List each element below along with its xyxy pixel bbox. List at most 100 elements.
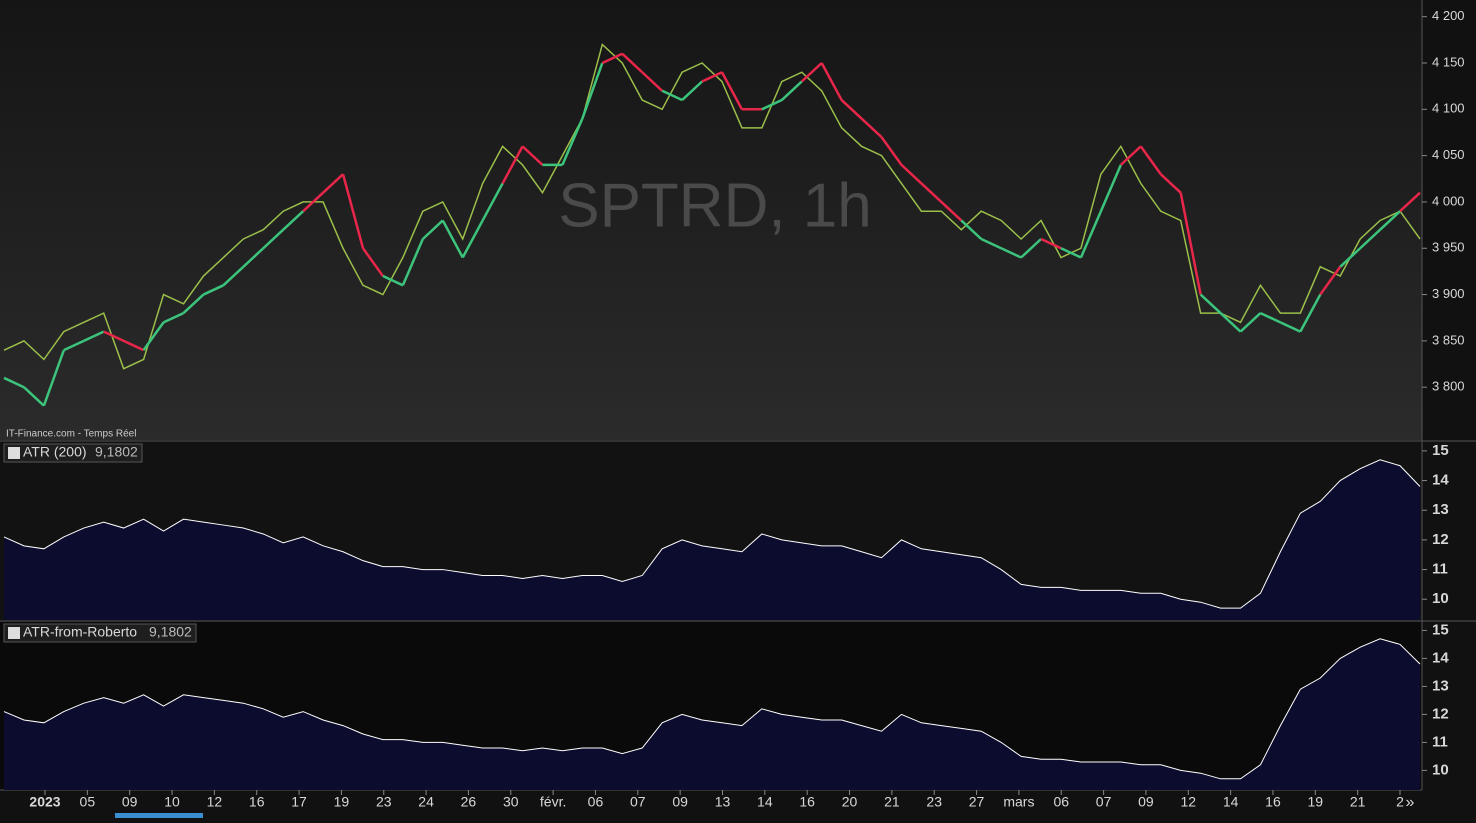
x-tick-label: 14 xyxy=(757,794,773,810)
x-tick-label: 06 xyxy=(1053,794,1069,810)
supertrend-segment xyxy=(1279,321,1301,333)
supertrend-segment xyxy=(1359,228,1381,250)
supertrend-segment xyxy=(322,173,344,194)
supertrend-segment xyxy=(262,228,285,250)
supertrend-segment xyxy=(481,182,504,222)
supertrend-segment xyxy=(761,98,783,111)
supertrend-segment xyxy=(880,136,903,166)
y-tick-label: 11 xyxy=(1432,733,1448,750)
atr-line xyxy=(3,638,1421,780)
x-tick-label: 24 xyxy=(418,794,434,810)
supertrend-segment xyxy=(641,71,663,92)
x-tick-label: 12 xyxy=(207,794,223,810)
x-tick-label: 14 xyxy=(1223,794,1239,810)
x-tick-label: 09 xyxy=(672,794,688,810)
supertrend-segment xyxy=(581,62,604,119)
x-tick-label: 09 xyxy=(122,794,138,810)
supertrend-segment xyxy=(1119,145,1142,166)
y-tick-label: 4 100 xyxy=(1432,101,1465,116)
legend-box xyxy=(3,623,197,643)
supertrend-segment xyxy=(900,163,923,185)
supertrend-segment xyxy=(401,238,424,286)
supertrend-segment xyxy=(980,237,1002,250)
supertrend-segment xyxy=(222,265,245,287)
supertrend-segment xyxy=(382,274,404,287)
legend-label: ATR (200) xyxy=(23,444,87,460)
supertrend-segment xyxy=(1079,210,1103,259)
y-tick-label: 11 xyxy=(1432,561,1448,578)
watermark: SPTRD, 1h xyxy=(558,171,872,240)
x-tick-label: 19 xyxy=(1308,794,1324,810)
x-tick-label: 16 xyxy=(1265,794,1281,810)
x-tick-label: 23 xyxy=(926,794,942,810)
x-tick-label: 12 xyxy=(1180,794,1196,810)
supertrend-segment xyxy=(441,219,464,259)
y-tick-label: 3 850 xyxy=(1432,332,1465,347)
x-tick-label: févr. xyxy=(540,794,566,810)
legend-swatch xyxy=(8,627,20,639)
supertrend-segment xyxy=(202,284,224,296)
x-tick-label: 2023 xyxy=(29,794,60,810)
x-tick-label: 05 xyxy=(80,794,96,810)
atr-area xyxy=(4,459,1420,620)
supertrend-segment xyxy=(960,219,983,240)
supertrend-segment xyxy=(242,247,265,268)
x-tick-label: 27 xyxy=(969,794,985,810)
supertrend-segment xyxy=(63,339,85,352)
x-tick-label: 09 xyxy=(1138,794,1154,810)
x-tick-label: 16 xyxy=(799,794,815,810)
legend-value: 9,1802 xyxy=(95,444,138,460)
supertrend-segment xyxy=(820,62,843,101)
supertrend-segment xyxy=(601,52,623,65)
supertrend-segment xyxy=(840,99,863,120)
supertrend-segment xyxy=(561,118,584,166)
supertrend-segment xyxy=(860,117,883,139)
supertrend-segment xyxy=(42,349,66,407)
supertrend-segment xyxy=(1139,145,1162,175)
supertrend-segment xyxy=(421,219,444,240)
supertrend-segment xyxy=(1199,293,1222,315)
supertrend-segment xyxy=(780,80,803,101)
x-tick-label: 07 xyxy=(1096,794,1112,810)
supertrend-segment xyxy=(1339,247,1362,268)
supertrend-segment xyxy=(1099,164,1122,212)
y-tick-label: 12 xyxy=(1432,705,1449,722)
supertrend-segment xyxy=(501,145,524,185)
y-tick-label: 10 xyxy=(1432,590,1449,607)
supertrend-segment xyxy=(1179,192,1202,295)
atr-line xyxy=(3,459,1421,609)
source-label: IT-Finance.com - Temps Réel xyxy=(6,429,136,440)
supertrend-segment xyxy=(1259,311,1281,324)
y-tick-label: 15 xyxy=(1432,621,1449,638)
supertrend-segment xyxy=(461,219,484,259)
x-tick-label: 19 xyxy=(334,794,350,810)
supertrend-segment xyxy=(23,386,45,407)
supertrend-segment xyxy=(103,330,125,343)
x-tick-label: 06 xyxy=(588,794,604,810)
supertrend-segment xyxy=(163,311,185,324)
supertrend-segment xyxy=(1000,247,1022,259)
supertrend-segment xyxy=(920,182,943,203)
x-tick-label: 17 xyxy=(291,794,307,810)
supertrend-segment xyxy=(681,80,703,101)
y-tick-label: 4 000 xyxy=(1432,193,1465,208)
supertrend-segment xyxy=(1299,293,1322,333)
supertrend-segment xyxy=(361,247,384,277)
supertrend-segment xyxy=(123,339,145,352)
x-tick-label: 23 xyxy=(376,794,392,810)
supertrend-segment xyxy=(142,321,165,351)
supertrend-segment xyxy=(661,89,683,102)
scrollbar[interactable] xyxy=(115,813,203,818)
y-tick-label: 3 900 xyxy=(1432,286,1465,301)
supertrend-segment xyxy=(800,62,823,83)
supertrend-segment xyxy=(182,293,205,315)
y-tick-label: 3 800 xyxy=(1432,379,1465,394)
supertrend-segment xyxy=(1399,191,1421,213)
y-tick-label: 4 200 xyxy=(1432,8,1465,23)
supertrend-segment xyxy=(282,210,305,231)
legend-box xyxy=(3,443,143,463)
supertrend-segment xyxy=(521,145,544,166)
supertrend-segment xyxy=(1060,247,1082,259)
scroll-button[interactable]: » xyxy=(1406,794,1415,811)
